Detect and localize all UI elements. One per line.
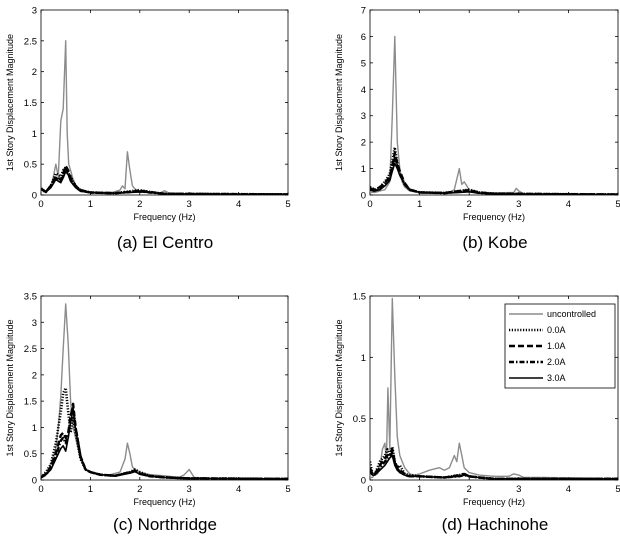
series-line-1-0A xyxy=(370,448,618,480)
y-axis-label: 1st Story Displacement Magnitude xyxy=(334,319,344,456)
y-tick-label: 1 xyxy=(32,129,37,140)
y-tick-label: 1.5 xyxy=(24,98,37,109)
series-line-3-0A xyxy=(370,454,618,480)
chart-panel-3: 0 1 2 3 4 5 0 0.5 1 1.5 2 2.5 3 3.5 Frequency (Hz) 1st … xyxy=(5,292,291,535)
plot-frame xyxy=(369,9,619,196)
series-line-0-0A xyxy=(41,386,288,480)
x-tick-label: 4 xyxy=(236,199,241,210)
series-line-2-0A xyxy=(370,451,618,480)
y-axis-label: 1st Story Displacement Magnitude xyxy=(5,319,15,456)
series-line-3-0A xyxy=(370,162,618,195)
series-line-3-0A xyxy=(41,170,288,195)
x-tick-label: 5 xyxy=(615,199,620,210)
x-tick-label: 5 xyxy=(285,199,290,210)
legend-entry-label: uncontrolled xyxy=(547,309,596,319)
series-line-uncontrolled xyxy=(370,297,618,480)
x-tick-label: 3 xyxy=(516,484,521,495)
x-axis-label: Frequency (Hz) xyxy=(133,212,195,222)
series-group xyxy=(370,297,618,480)
y-tick-label: 0 xyxy=(361,191,366,202)
x-tick-label: 1 xyxy=(88,199,93,210)
x-tick-label: 1 xyxy=(417,199,422,210)
x-tick-label: 2 xyxy=(137,484,142,495)
x-tick-label: 2 xyxy=(467,199,472,210)
y-tick-label: 0 xyxy=(32,191,37,202)
x-tick-label: 3 xyxy=(187,484,192,495)
y-tick-label: 4 xyxy=(361,85,366,96)
y-tick-label: 2 xyxy=(32,67,37,78)
chart-panel-2: 0 1 2 3 4 5 0 1 2 3 4 5 6 7 Frequency (Hz) 1st Story Di… xyxy=(334,6,620,253)
y-tick-label: 1 xyxy=(32,423,37,434)
y-axis-label: 1st Story Displacement Magnitude xyxy=(5,34,15,171)
x-tick-label: 0 xyxy=(367,199,372,210)
x-axis-label: Frequency (Hz) xyxy=(133,497,195,507)
y-tick-label: 0.5 xyxy=(24,449,37,460)
y-tick-label: 2.5 xyxy=(24,36,37,47)
x-tick-label: 1 xyxy=(417,484,422,495)
y-tick-label: 3 xyxy=(32,6,37,17)
x-axis-label: Frequency (Hz) xyxy=(463,497,525,507)
y-tick-label: 0.5 xyxy=(353,414,366,425)
y-tick-label: 1 xyxy=(361,353,366,364)
y-tick-label: 7 xyxy=(361,6,366,17)
y-tick-label: 2.5 xyxy=(24,344,37,355)
y-tick-label: 1.5 xyxy=(24,397,37,408)
y-tick-label: 1 xyxy=(361,164,366,175)
y-axis-label: 1st Story Displacement Magnitude xyxy=(334,34,344,171)
y-tick-label: 1.5 xyxy=(353,292,366,303)
y-tick-label: 0 xyxy=(361,476,366,487)
plot-frame xyxy=(40,9,289,196)
series-line-3-0A xyxy=(41,408,288,480)
x-tick-label: 1 xyxy=(88,484,93,495)
legend-entry-label: 1.0A xyxy=(547,341,566,351)
x-tick-label: 4 xyxy=(566,199,571,210)
panel-caption: (d) Hachinohe xyxy=(442,515,549,534)
x-tick-label: 3 xyxy=(187,199,192,210)
plot-frame xyxy=(40,295,289,481)
y-tick-label: 3.5 xyxy=(24,292,37,303)
x-tick-label: 4 xyxy=(236,484,241,495)
series-group xyxy=(41,40,288,195)
legend: uncontrolled 0.0A 1.0A 2.0A 3.0A xyxy=(504,303,616,389)
x-tick-label: 5 xyxy=(615,484,620,495)
y-tick-label: 2 xyxy=(32,370,37,381)
y-tick-label: 5 xyxy=(361,58,366,69)
panel-caption: (b) Kobe xyxy=(462,233,527,252)
legend-entry-label: 0.0A xyxy=(547,325,566,335)
x-tick-label: 0 xyxy=(367,484,372,495)
x-tick-label: 4 xyxy=(566,484,571,495)
y-tick-label: 3 xyxy=(32,318,37,329)
y-tick-label: 0.5 xyxy=(24,160,37,171)
legend-entry-label: 2.0A xyxy=(547,357,566,367)
y-tick-label: 6 xyxy=(361,32,366,43)
series-group xyxy=(41,303,288,480)
x-tick-label: 0 xyxy=(38,484,43,495)
x-axis-label: Frequency (Hz) xyxy=(463,212,525,222)
chart-panel-1: 0 1 2 3 4 5 0 0.5 1 1.5 2 2.5 3 Frequency (Hz) 1st Sto… xyxy=(5,6,291,253)
y-tick-label: 3 xyxy=(361,111,366,122)
panel-caption: (a) El Centro xyxy=(117,233,213,252)
x-tick-label: 0 xyxy=(38,199,43,210)
chart-panel-4: 0 1 2 3 4 5 0 0.5 1 1.5 Frequency (Hz) 1st Story Di… xyxy=(334,292,620,535)
legend-entry-label: 3.0A xyxy=(547,373,566,383)
panel-caption: (c) Northridge xyxy=(113,515,217,534)
series-group xyxy=(370,35,618,195)
x-tick-label: 2 xyxy=(467,484,472,495)
x-tick-label: 5 xyxy=(285,484,290,495)
x-tick-label: 3 xyxy=(516,199,521,210)
y-tick-label: 0 xyxy=(32,476,37,487)
x-tick-label: 2 xyxy=(137,199,142,210)
y-tick-label: 2 xyxy=(361,138,366,149)
